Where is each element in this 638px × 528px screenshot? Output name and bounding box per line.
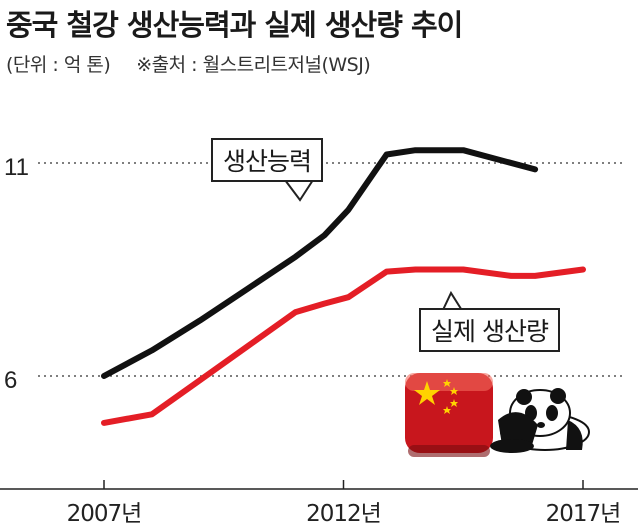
chart-subtitle: (단위 : 억 톤) ※출처 : 월스트리트저널(WSJ) <box>6 50 371 77</box>
panda-illustration <box>490 388 590 453</box>
grid-layer: 6 11 <box>4 154 625 394</box>
x-axis: 2007년 2012년 2017년 <box>0 480 638 527</box>
chart-title: 중국 철강 생산능력과 실제 생산량 추이 <box>6 8 463 42</box>
callout-layer <box>284 179 464 313</box>
x-tick-label-2012: 2012년 <box>306 501 381 527</box>
china-flag-cube-illustration <box>405 373 493 457</box>
series-label-production: 실제 생산량 <box>419 308 560 352</box>
series-label-capacity: 생산능력 <box>211 138 324 182</box>
series-layer <box>101 147 586 426</box>
capacity-callout-pointer <box>284 179 314 202</box>
x-tick-label-2007: 2007년 <box>67 501 142 527</box>
source-label: ※출처 : 월스트리트저널(WSJ) <box>136 54 371 76</box>
y-tick-label-11: 11 <box>4 154 29 181</box>
flag-big-star-icon <box>414 381 440 405</box>
y-tick-label-6: 6 <box>4 367 17 394</box>
unit-label: (단위 : 억 톤) <box>6 54 111 76</box>
production-callout-pointer <box>441 290 464 313</box>
x-tick-label-2017: 2017년 <box>546 501 621 527</box>
